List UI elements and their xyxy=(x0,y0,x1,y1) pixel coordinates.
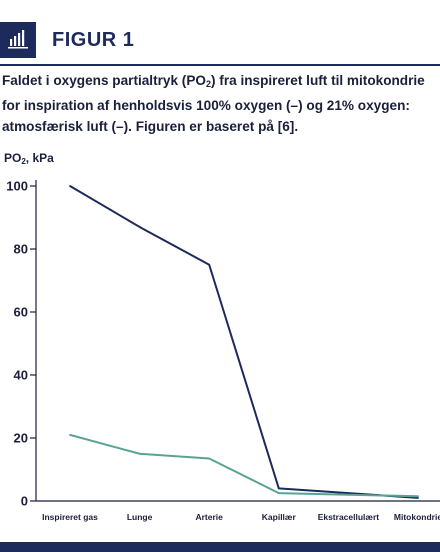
y-tick-label: 20 xyxy=(14,431,28,446)
y-tick-label: 100 xyxy=(6,179,28,194)
x-tick-label: Lunge xyxy=(127,512,153,522)
y-axis-label-sub: 2 xyxy=(21,157,26,166)
x-tick-label: Mitokondrie xyxy=(394,512,440,522)
y-tick-label: 0 xyxy=(21,494,28,509)
series-line-oxygen21 xyxy=(69,433,419,498)
x-tick-label: Kapillær xyxy=(262,512,297,522)
caption-subscript: 2 xyxy=(205,79,211,89)
data-point-oxygen100 xyxy=(417,496,419,499)
y-tick-label: 40 xyxy=(14,368,28,383)
y-tick-label: 80 xyxy=(14,242,28,257)
y-tick-label: 60 xyxy=(14,305,28,320)
y-axis-label-unit: , kPa xyxy=(25,151,54,165)
data-point-oxygen21 xyxy=(138,452,141,455)
data-point-oxygen100 xyxy=(208,263,211,266)
data-point-oxygen21 xyxy=(417,495,419,498)
data-point-oxygen100 xyxy=(277,487,280,490)
data-point-oxygen21 xyxy=(208,457,211,460)
data-point-oxygen21 xyxy=(347,493,350,496)
x-tick-label: Arterie xyxy=(195,512,223,522)
line-chart: 0 20 40 60 80 100 Inspireret gas Lunge Arterie Ka… xyxy=(6,179,440,522)
series-line-oxygen100 xyxy=(69,185,419,499)
data-point-oxygen100 xyxy=(138,226,141,228)
figure-badge xyxy=(0,22,36,58)
caption-part-2: ) fra inspireret luft til mitokondrie fo… xyxy=(2,73,425,134)
figure-header: FIGUR 1 xyxy=(0,0,440,66)
data-point-oxygen21 xyxy=(277,492,280,495)
caption-part-1: Faldet i oxygens partialtryk (PO xyxy=(2,73,206,88)
data-point-oxygen100 xyxy=(69,185,71,187)
bar-chart-icon xyxy=(8,30,28,49)
y-axis-label: PO2, kPa xyxy=(4,151,54,166)
figure-title: FIGUR 1 xyxy=(52,29,135,51)
data-point-oxygen21 xyxy=(69,433,71,436)
data-point-oxygen100 xyxy=(347,492,350,495)
y-axis-label-main: PO xyxy=(4,151,22,165)
figure-caption: Faldet i oxygens partialtryk (PO2) fra i… xyxy=(2,70,438,137)
footer-bar xyxy=(0,542,440,552)
x-tick-label: Ekstracellulært xyxy=(318,512,380,522)
x-tick-label: Inspireret gas xyxy=(42,512,98,522)
